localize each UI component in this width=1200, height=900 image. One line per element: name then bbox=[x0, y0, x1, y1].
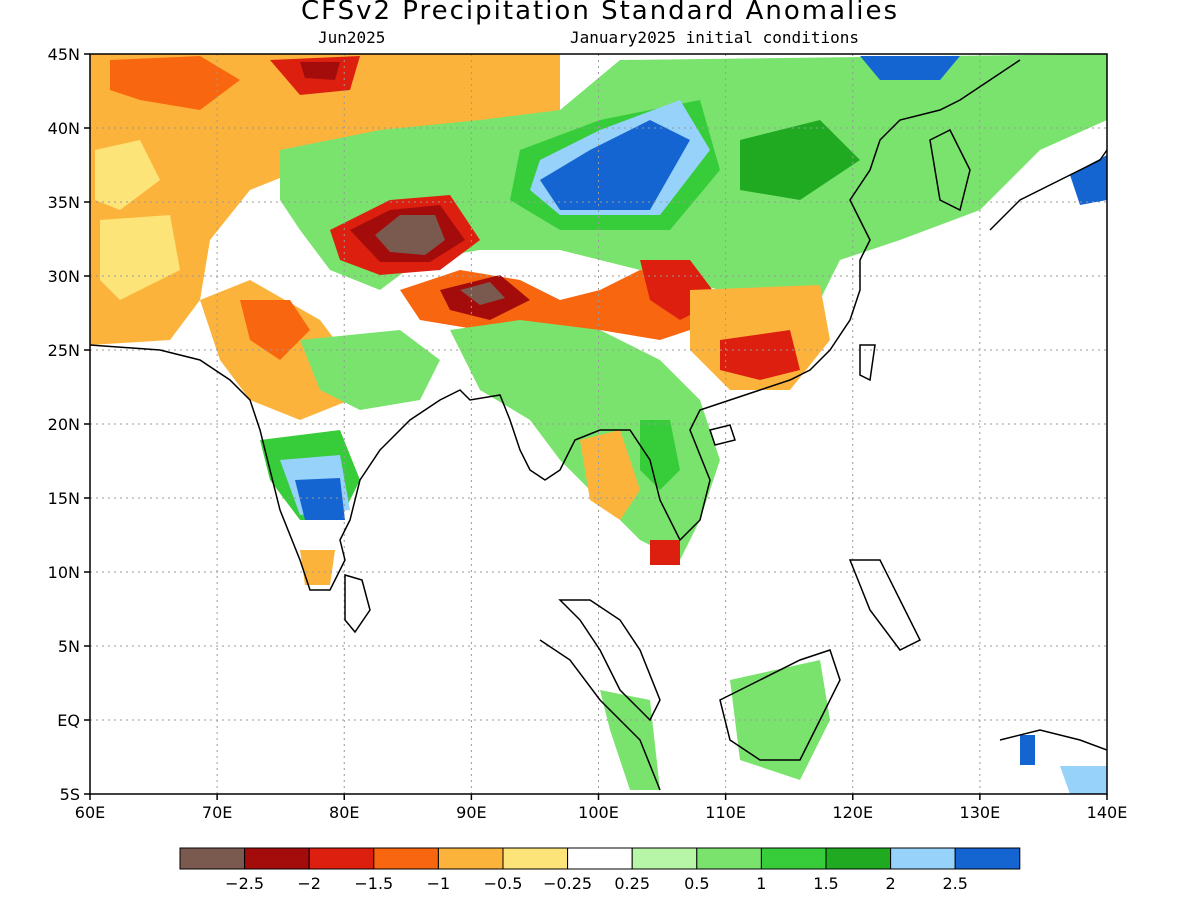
lon-tick-label: 110E bbox=[705, 803, 746, 822]
longitude-axis: 60E 70E 80E 90E 100E 110E 120E 130E 140E bbox=[75, 794, 1128, 822]
coastline-japan bbox=[989, 149, 1107, 231]
coastline-korea bbox=[929, 128, 971, 212]
colorbar-label: −1 bbox=[427, 874, 451, 893]
colorbar-label: 1.5 bbox=[813, 874, 838, 893]
lat-tick-label: 20N bbox=[48, 415, 80, 434]
colorbar-swatch bbox=[308, 847, 375, 870]
colorbar-swatch bbox=[954, 847, 1021, 870]
lat-tick-label: 40N bbox=[48, 119, 80, 138]
colorbar-label: −1.5 bbox=[354, 874, 393, 893]
lon-tick-label: 60E bbox=[75, 803, 105, 822]
map-title: CFSv2 Precipitation Standard Anomalies bbox=[300, 0, 900, 26]
lat-tick-label: 35N bbox=[48, 193, 80, 212]
lon-tick-label: 100E bbox=[578, 803, 619, 822]
colorbar-swatch bbox=[760, 847, 827, 870]
colorbar-swatch bbox=[890, 847, 956, 870]
coastline-sumatra bbox=[539, 639, 661, 791]
lon-tick-label: 70E bbox=[202, 803, 232, 822]
coastline-philippines bbox=[848, 559, 922, 651]
anomaly-dry-cambodia bbox=[650, 540, 680, 565]
anomaly-wet-north-china bbox=[740, 120, 860, 200]
lon-tick-label: 130E bbox=[960, 803, 1001, 822]
initial-conditions: January2025 initial conditions bbox=[570, 28, 859, 47]
anomaly-wet-laos bbox=[640, 420, 680, 490]
colorbar-label: 0.5 bbox=[684, 874, 709, 893]
colorbar-label: −2 bbox=[297, 874, 321, 893]
lat-tick-label: 25N bbox=[48, 341, 80, 360]
colorbar-label: 2.5 bbox=[942, 874, 967, 893]
anomaly-dry-south-china-core bbox=[720, 330, 800, 380]
colorbar-label: −0.25 bbox=[543, 874, 592, 893]
anomaly-wet-manchuria bbox=[860, 56, 960, 80]
lat-tick-label: EQ bbox=[57, 711, 80, 730]
colorbar-swatch bbox=[502, 847, 569, 870]
colorbar-label: −0.5 bbox=[484, 874, 523, 893]
anomaly-dry-northwest-india-core bbox=[240, 300, 310, 360]
anomaly-wet-gobi-strong bbox=[540, 120, 690, 210]
coastlines bbox=[90, 59, 1107, 791]
lon-tick-label: 120E bbox=[832, 803, 873, 822]
coastline-malay-peninsula bbox=[558, 599, 661, 722]
colorbar-swatch bbox=[631, 847, 698, 870]
colorbar: −2.5 −2 −1.5 −1 −0.5 −0.25 0.25 0.5 1 1.5 2 2.5 bbox=[179, 847, 1021, 893]
colorbar-swatch bbox=[244, 847, 310, 870]
latitude-axis: 45N 40N 35N 30N 25N 20N 15N 10N 5N EQ 5S bbox=[48, 45, 90, 804]
lon-tick-label: 80E bbox=[329, 803, 359, 822]
anomaly-dry-iran-light bbox=[95, 140, 160, 210]
colorbar-swatch bbox=[696, 847, 762, 870]
coastline-taiwan bbox=[859, 344, 876, 382]
coastline-new-guinea bbox=[999, 729, 1107, 751]
anomaly-dry-caspian bbox=[110, 56, 240, 110]
lat-tick-label: 10N bbox=[48, 563, 80, 582]
anomaly-dry-kazakh-core bbox=[300, 62, 340, 80]
lat-tick-label: 15N bbox=[48, 489, 80, 508]
anomaly-wet-central-india bbox=[300, 330, 440, 410]
anomaly-dry-iran-light2 bbox=[100, 215, 180, 300]
coastline-mainland bbox=[90, 59, 1021, 591]
anomaly-wet-new-guinea bbox=[1060, 766, 1107, 794]
colorbar-label: 2 bbox=[886, 874, 896, 893]
anomaly-wet-west-papua bbox=[1020, 735, 1035, 765]
colorbar-label: 0.25 bbox=[614, 874, 650, 893]
anomaly-dry-tibet-south-extreme bbox=[460, 282, 505, 305]
lat-tick-label: 30N bbox=[48, 267, 80, 286]
colorbar-swatch bbox=[567, 847, 633, 870]
colorbar-swatch bbox=[373, 847, 439, 870]
lon-tick-label: 140E bbox=[1087, 803, 1128, 822]
coastline-hainan bbox=[709, 424, 736, 446]
colorbar-swatch bbox=[825, 847, 892, 870]
lat-tick-label: 5N bbox=[58, 637, 80, 656]
colorbar-label: −2.5 bbox=[225, 874, 264, 893]
graticule bbox=[90, 54, 1107, 794]
anomaly-dry-south-india bbox=[300, 550, 335, 585]
colorbar-label: 1 bbox=[756, 874, 766, 893]
anomaly-wet-japan bbox=[1070, 155, 1107, 205]
lat-tick-label: 45N bbox=[48, 45, 80, 64]
coastline-borneo bbox=[719, 649, 841, 761]
lon-tick-label: 90E bbox=[456, 803, 486, 822]
lat-tick-label: 5S bbox=[60, 785, 80, 804]
coastline-sri-lanka bbox=[344, 573, 371, 634]
colorbar-swatch bbox=[179, 847, 246, 870]
forecast-month: Jun2025 bbox=[318, 28, 386, 47]
anomaly-dry-tibet-west-extreme bbox=[375, 215, 445, 255]
colorbar-swatch bbox=[437, 847, 504, 870]
anomaly-wet-deccan-strong bbox=[295, 478, 345, 520]
